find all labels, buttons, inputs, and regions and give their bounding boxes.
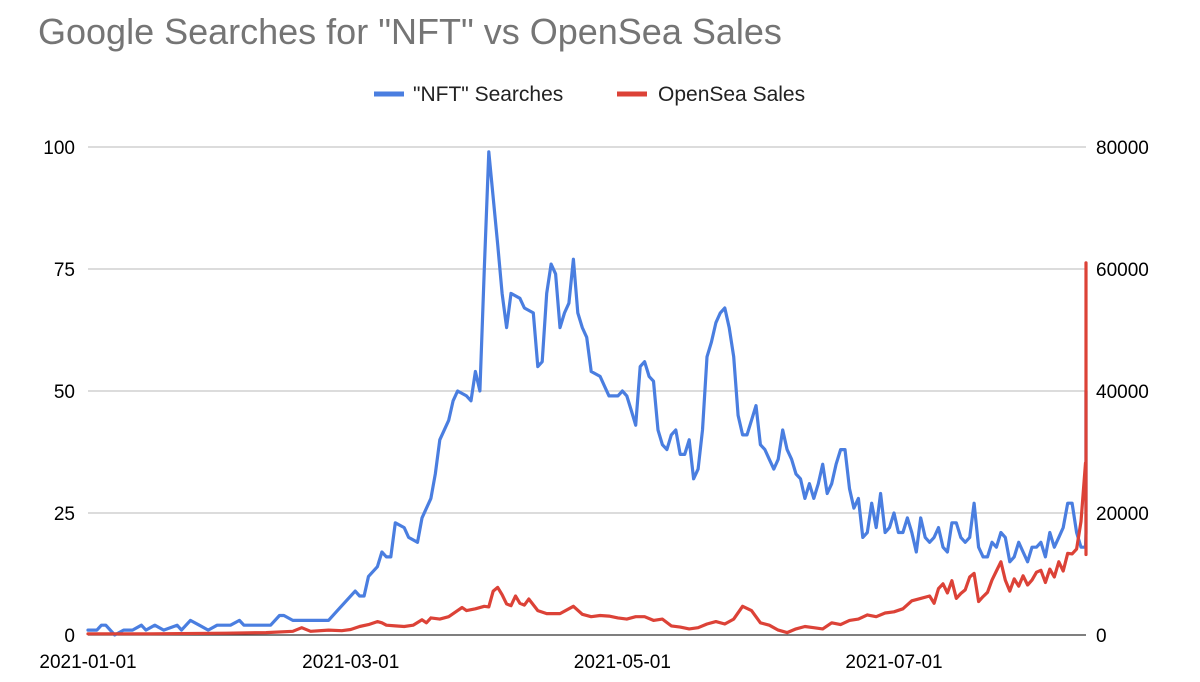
chart-title: Google Searches for "NFT" vs OpenSea Sal… [38,11,782,52]
y-right-tick-label: 20000 [1096,504,1149,525]
y-left-tick-label: 100 [43,138,75,159]
x-tick-label: 2021-07-01 [845,652,942,673]
y-left-tick-label: 75 [54,260,75,281]
legend-item-opensea-sales[interactable]: OpenSea Sales [617,83,805,106]
x-tick-label: 2021-01-01 [39,652,136,673]
legend: "NFT" Searches OpenSea Sales [374,83,805,106]
gridlines [88,146,1086,636]
y-left-tick-label: 0 [64,626,75,647]
y-right-tick-label: 0 [1096,626,1107,647]
y-right-tick-label: 60000 [1096,260,1149,281]
x-axis: 2021-01-01 2021-03-01 2021-05-01 2021-07-01 [39,652,942,673]
y-left-tick-label: 25 [54,504,75,525]
series-line-nft-searches [86,150,1088,637]
y-right-tick-label: 80000 [1096,138,1149,159]
y-axis-left: 0 25 50 75 100 [43,138,75,647]
series-lines [86,150,1088,637]
x-tick-label: 2021-03-01 [302,652,399,673]
legend-item-nft-searches[interactable]: "NFT" Searches [374,83,563,106]
y-left-tick-label: 50 [54,382,75,403]
x-tick-label: 2021-05-01 [574,652,671,673]
y-axis-right: 0 20000 40000 60000 80000 [1096,138,1149,647]
legend-label-opensea-sales: OpenSea Sales [658,83,805,106]
series-line-opensea-sales [86,261,1088,636]
legend-label-nft-searches: "NFT" Searches [413,83,563,106]
y-right-tick-label: 40000 [1096,382,1149,403]
